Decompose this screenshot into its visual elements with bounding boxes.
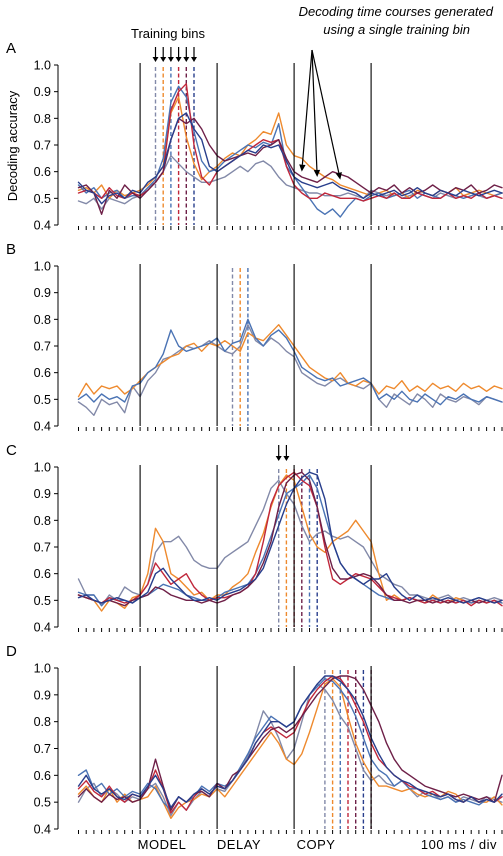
annotations: [152, 47, 342, 461]
y-tick-label: 0.4: [34, 219, 51, 233]
series-line: [77, 678, 503, 819]
epoch-label-model: MODEL: [138, 837, 187, 852]
y-tick-label: 0.9: [34, 286, 51, 300]
axes: A 0.4 0.5 0.6 0.7 0.8 0.9 1.0 B 0.4 0.5 0.6 0.7 0.8 0.…: [6, 40, 503, 837]
series-lines: [77, 82, 503, 819]
series-line: [77, 82, 503, 202]
series-line: [77, 85, 503, 218]
note-line-2: using a single training bin: [323, 22, 470, 37]
y-tick-label: 0.8: [34, 715, 51, 729]
y-tick-label: 0.5: [34, 192, 51, 206]
note-arrow-head: [335, 172, 342, 180]
training-arrow-head: [191, 57, 197, 62]
panel-letter: B: [6, 241, 16, 258]
series-line: [77, 471, 503, 607]
y-tick-label: 0.9: [34, 85, 51, 99]
y-tick-label: 0.6: [34, 769, 51, 783]
panel-letter: D: [6, 643, 17, 660]
y-tick-label: 0.7: [34, 742, 51, 756]
series-line: [77, 324, 503, 398]
y-tick-label: 0.8: [34, 313, 51, 327]
training-arrow-head: [160, 57, 167, 62]
y-tick-label: 0.6: [34, 165, 51, 179]
y-tick-label: 0.5: [34, 393, 51, 407]
series-line: [77, 471, 503, 604]
training-arrow-head: [167, 57, 174, 62]
note-arrow-head: [313, 169, 321, 177]
epoch-label-copy: COPY: [297, 837, 336, 852]
y-tick-label: 0.4: [34, 420, 51, 434]
series-line: [77, 324, 503, 416]
y-tick-label: 1.0: [34, 260, 51, 274]
series-line: [77, 117, 503, 216]
y-tick-label: 0.4: [34, 621, 51, 635]
y-tick-label: 0.9: [34, 688, 51, 702]
epoch-label-delay: DELAY: [217, 837, 261, 852]
note-arrow-shaft: [311, 49, 340, 173]
series-line: [77, 474, 503, 607]
y-tick-label: 0.8: [34, 112, 51, 126]
training-bins-label: Training bins: [131, 26, 205, 41]
y-tick-label: 0.7: [34, 541, 51, 555]
training-arrow-head: [152, 57, 159, 62]
y-tick-label: 0.7: [34, 139, 51, 153]
y-tick-label: 1.0: [34, 59, 51, 73]
training-arrow-head: [183, 57, 190, 62]
series-line: [77, 96, 503, 200]
training-arrow-head: [283, 456, 290, 461]
series-line: [77, 675, 503, 811]
y-tick-label: 0.5: [34, 796, 51, 810]
series-line: [77, 318, 503, 406]
y-tick-label: 0.7: [34, 340, 51, 354]
note-arrow-shaft: [311, 49, 318, 171]
x-unit-label: 100 ms / div: [421, 837, 497, 852]
y-tick-label: 1.0: [34, 662, 51, 676]
note-arrow-shaft: [301, 49, 313, 165]
note-arrow-head: [299, 164, 306, 172]
series-line: [77, 471, 503, 607]
y-axis-label: Decoding accuracy: [5, 90, 20, 201]
panel-letter: A: [6, 40, 16, 57]
panel-letter: C: [6, 442, 17, 459]
series-line: [77, 479, 503, 607]
series-line: [77, 112, 503, 205]
y-tick-label: 0.4: [34, 823, 51, 837]
y-tick-label: 0.8: [34, 514, 51, 528]
y-tick-label: 0.6: [34, 567, 51, 581]
y-tick-label: 0.5: [34, 594, 51, 608]
series-line: [77, 474, 503, 612]
training-arrow-head: [175, 57, 182, 62]
series-line: [77, 675, 503, 809]
note-line-1: Decoding time courses generated: [299, 4, 494, 19]
y-tick-label: 0.9: [34, 487, 51, 501]
y-tick-label: 1.0: [34, 461, 51, 475]
training-arrow-head: [275, 456, 282, 461]
y-tick-label: 0.6: [34, 366, 51, 380]
